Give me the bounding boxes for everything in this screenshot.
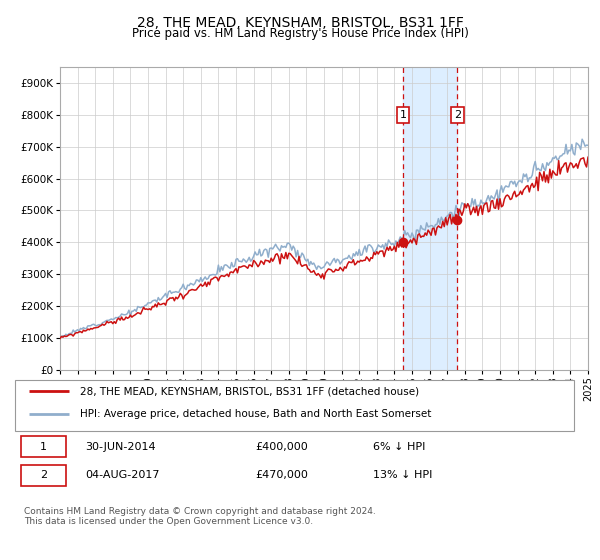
Bar [403, 67, 457, 370]
Text: Contains HM Land Registry data © Crown copyright and database right 2024.
This d: Contains HM Land Registry data © Crown c… [23, 507, 376, 526]
Text: £400,000: £400,000 [255, 442, 308, 452]
Text: 30-JUN-2014: 30-JUN-2014 [86, 442, 157, 452]
Text: Price paid vs. HM Land Registry's House Price Index (HPI): Price paid vs. HM Land Registry's House … [131, 27, 469, 40]
Text: £470,000: £470,000 [255, 470, 308, 480]
Text: 1: 1 [400, 110, 407, 120]
Text: 28, THE MEAD, KEYNSHAM, BRISTOL, BS31 1FF: 28, THE MEAD, KEYNSHAM, BRISTOL, BS31 1F… [137, 16, 463, 30]
Text: 04-AUG-2017: 04-AUG-2017 [86, 470, 160, 480]
Text: 2: 2 [454, 110, 461, 120]
FancyBboxPatch shape [21, 465, 66, 486]
Text: HPI: Average price, detached house, Bath and North East Somerset: HPI: Average price, detached house, Bath… [80, 409, 431, 419]
Text: 2: 2 [40, 470, 47, 480]
FancyBboxPatch shape [15, 380, 574, 431]
Text: 13% ↓ HPI: 13% ↓ HPI [373, 470, 433, 480]
Text: 28, THE MEAD, KEYNSHAM, BRISTOL, BS31 1FF (detached house): 28, THE MEAD, KEYNSHAM, BRISTOL, BS31 1F… [80, 386, 419, 396]
FancyBboxPatch shape [21, 436, 66, 457]
Text: 1: 1 [40, 442, 47, 452]
Text: 6% ↓ HPI: 6% ↓ HPI [373, 442, 425, 452]
